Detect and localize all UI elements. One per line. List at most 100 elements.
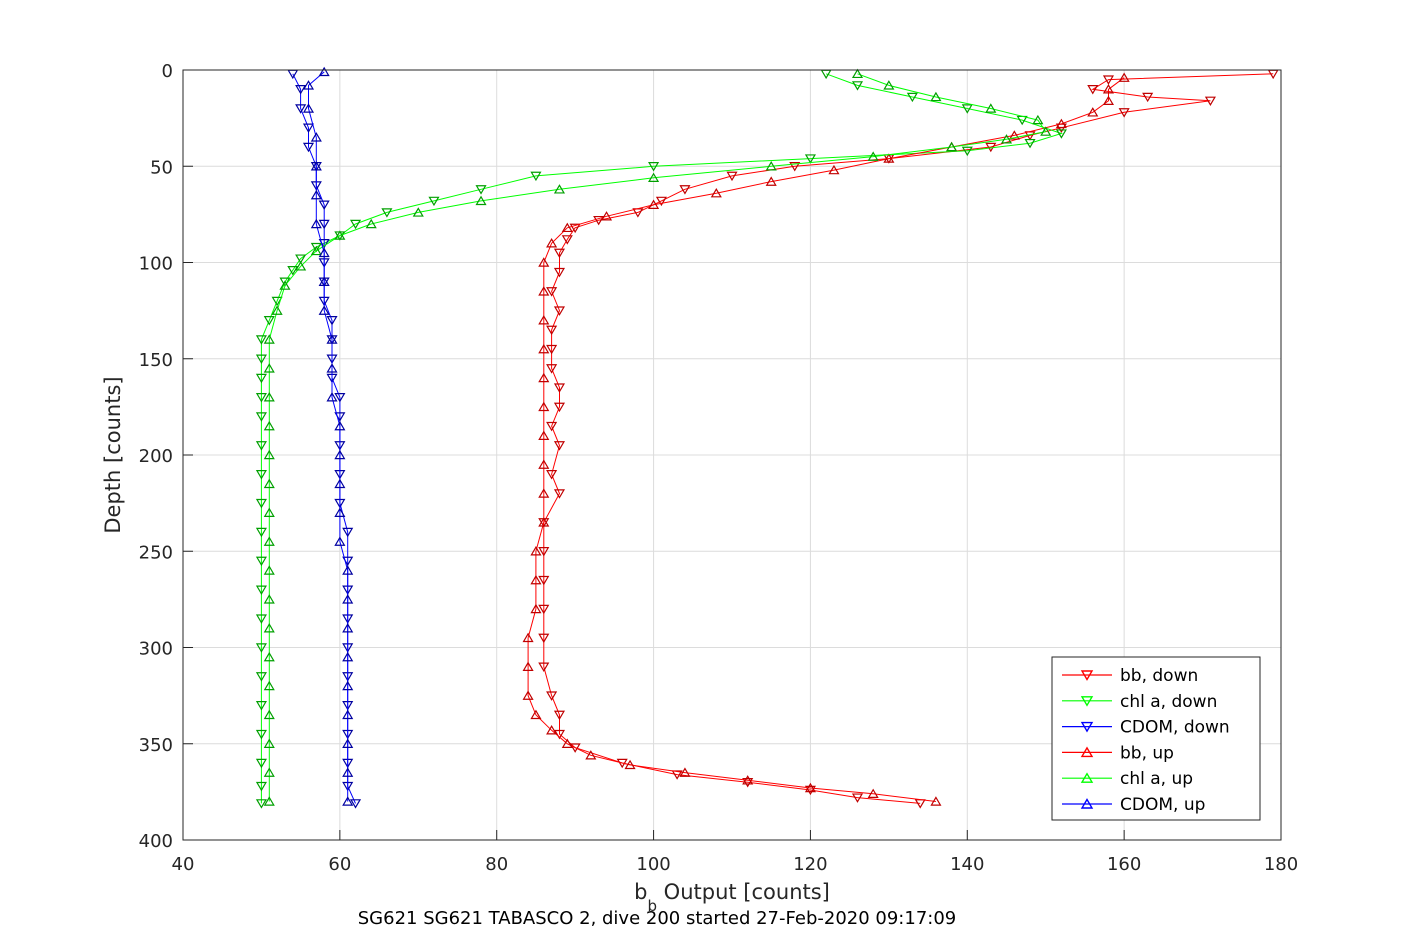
data-point <box>1032 114 1044 125</box>
data-point <box>295 254 307 264</box>
data-point <box>255 556 267 567</box>
legend-marker <box>1080 670 1094 681</box>
data-point <box>342 623 354 633</box>
ticks: 40 60 80 100 120 140 160 180 0 50 100 150 200 250 300 3… <box>139 61 1299 875</box>
data-point <box>255 412 267 422</box>
x-axis-label: bb Output [counts] <box>634 880 830 915</box>
data-point <box>569 743 581 753</box>
data-point <box>318 247 330 258</box>
data-point <box>1000 134 1013 144</box>
data-point <box>930 796 942 806</box>
data-point <box>538 257 550 267</box>
data-point <box>342 565 354 575</box>
x-tick-label: 60 <box>328 854 351 875</box>
data-point <box>883 80 895 90</box>
data-point <box>538 547 550 557</box>
data-point <box>342 796 354 806</box>
data-point <box>530 574 542 585</box>
data-point <box>553 248 566 259</box>
data-point <box>1055 118 1067 129</box>
data-point <box>1087 85 1099 95</box>
data-point <box>334 507 346 517</box>
data-point <box>726 171 738 182</box>
data-point <box>342 680 354 691</box>
data-point <box>263 316 275 326</box>
legend-marker <box>1080 696 1094 707</box>
series-1 <box>255 69 1067 809</box>
data-point <box>302 80 315 90</box>
data-point <box>263 738 275 748</box>
data-point <box>263 594 275 604</box>
data-point <box>561 222 573 233</box>
y-tick-label: 50 <box>150 157 173 178</box>
legend-label: CDOM, up <box>1120 795 1205 815</box>
data-point <box>765 161 777 171</box>
data-point <box>263 680 275 691</box>
legend-marker <box>1080 721 1094 733</box>
data-point <box>538 315 550 325</box>
y-tick-label: 350 <box>139 735 173 756</box>
legend-label: CDOM, down <box>1120 718 1230 738</box>
data-point <box>522 661 534 671</box>
data-point <box>263 449 275 460</box>
data-point <box>295 85 307 95</box>
data-point <box>342 767 354 777</box>
data-point <box>789 162 801 172</box>
data-point <box>263 796 275 806</box>
data-point <box>553 489 566 499</box>
data-point <box>263 334 275 344</box>
x-tick-label: 100 <box>636 854 670 875</box>
data-point <box>600 211 613 221</box>
series-5 <box>302 66 354 806</box>
data-point <box>1204 96 1216 107</box>
data-point <box>867 788 879 799</box>
data-point <box>679 767 691 777</box>
data-point <box>475 195 487 206</box>
x-tick-label: 160 <box>1107 854 1141 875</box>
data-point <box>365 218 377 229</box>
data-point <box>538 662 550 672</box>
data-point <box>538 286 550 296</box>
data-point <box>263 767 275 777</box>
data-point <box>961 104 973 114</box>
data-point <box>318 219 330 230</box>
data-point <box>310 245 322 256</box>
series-line <box>268 73 1047 802</box>
y-axis-label: Depth [counts] <box>101 376 125 533</box>
data-point <box>946 141 958 152</box>
data-point <box>342 651 354 662</box>
data-point <box>279 280 291 290</box>
data-point <box>906 92 918 103</box>
data-point <box>342 594 354 604</box>
data-point <box>412 207 424 217</box>
data-point <box>530 709 542 720</box>
legend-label: bb, up <box>1120 743 1174 763</box>
data-point <box>302 123 315 133</box>
data-point <box>255 393 267 403</box>
x-tick-label: 180 <box>1264 854 1298 875</box>
data-point <box>255 672 267 682</box>
data-point <box>1055 129 1067 139</box>
data-point <box>624 759 636 770</box>
data-point <box>538 401 550 412</box>
data-point <box>679 185 691 195</box>
data-point <box>538 372 550 383</box>
data-point <box>263 709 275 720</box>
data-point <box>255 758 267 769</box>
data-point <box>263 565 275 575</box>
legend-label: chl a, down <box>1120 692 1217 712</box>
legend-marker <box>1080 746 1094 758</box>
data-point <box>255 498 267 509</box>
data-point <box>538 604 550 615</box>
data-point <box>255 470 267 480</box>
data-point <box>263 363 275 373</box>
data-point <box>1102 75 1115 85</box>
data-point <box>546 325 558 336</box>
data-point <box>302 103 315 113</box>
data-point <box>883 153 895 163</box>
data-point <box>569 223 581 234</box>
data-point <box>985 103 997 113</box>
data-point <box>930 91 942 102</box>
data-point <box>310 161 322 171</box>
data-point <box>326 363 338 373</box>
